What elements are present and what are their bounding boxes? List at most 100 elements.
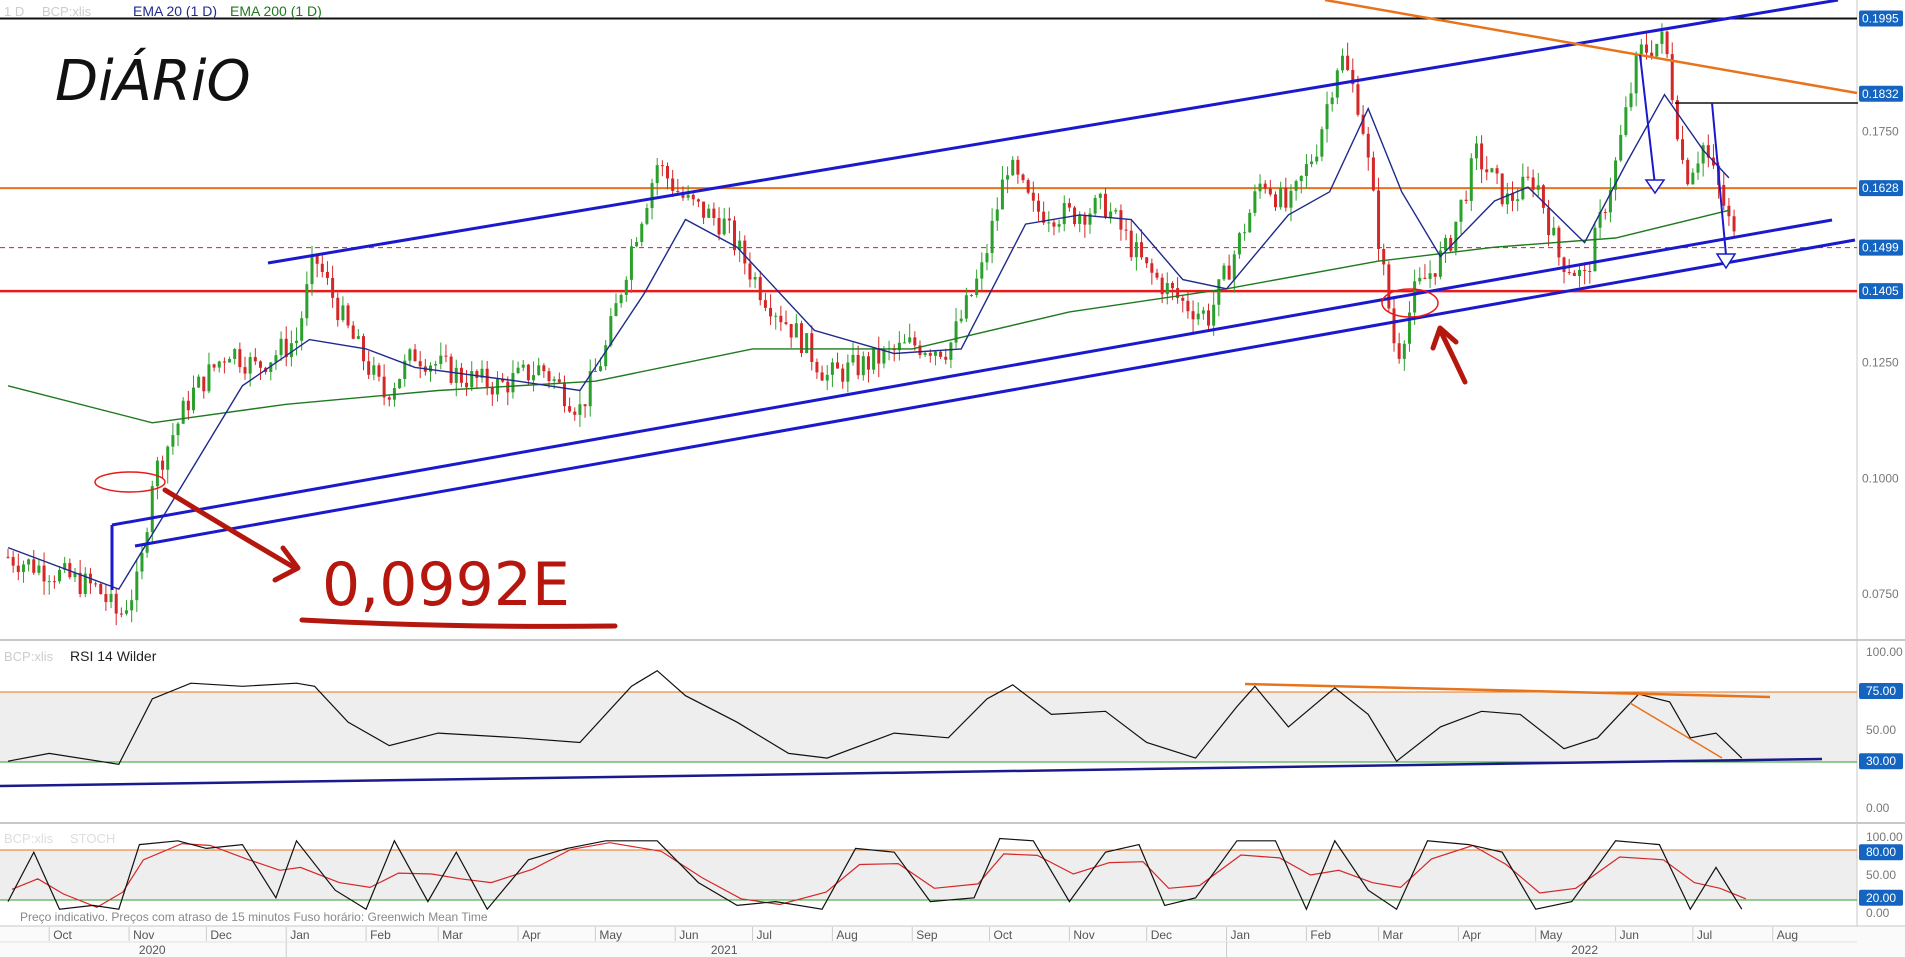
stoch-d-line (11, 842, 1747, 908)
candle-body (253, 357, 257, 362)
month-label: Oct (53, 928, 72, 942)
candle-body (1583, 269, 1587, 271)
candle-body (949, 342, 953, 360)
rsi-label[interactable]: RSI 14 Wilder (70, 648, 157, 664)
candle-body (1083, 215, 1087, 225)
candle-body (1722, 184, 1726, 206)
candle-body (1145, 257, 1149, 264)
symbol-label[interactable]: BCP:xlis (42, 4, 92, 19)
price-panel[interactable] (0, 0, 1857, 640)
candle-body (1109, 211, 1113, 218)
arrow-head-icon (1430, 325, 1459, 351)
month-label: Nov (133, 928, 154, 942)
candle-body (1274, 194, 1278, 208)
month-label: Sep (916, 928, 938, 942)
candle-body (722, 218, 726, 235)
candle-body (459, 367, 463, 383)
candle-body (516, 367, 520, 374)
candle-body (1624, 107, 1628, 135)
candle-body (1134, 242, 1138, 258)
rsi-short-trendline[interactable] (1629, 702, 1723, 759)
candle-body (248, 357, 252, 374)
candle-body (109, 593, 113, 602)
candle-body (635, 241, 639, 247)
rsi-resistance-trendline[interactable] (1244, 682, 1771, 699)
candle-body (1495, 168, 1499, 174)
channel-middle-line[interactable] (111, 218, 1833, 527)
candle-body (418, 361, 422, 367)
stoch-level-badge (1859, 844, 1903, 861)
candle-body (238, 349, 242, 368)
month-label: Feb (370, 928, 391, 942)
price-axis[interactable]: 0.1750 0.1250 0.1000 0.0750 0.1995 0.1832 0.16… (1859, 10, 1903, 601)
candle-body (1036, 200, 1040, 212)
candle-body (1593, 227, 1597, 272)
arrow-head-icon (1644, 179, 1666, 195)
candle-body (233, 349, 237, 359)
candle-body (377, 365, 381, 377)
rsi-support-trendline[interactable] (0, 757, 1823, 788)
candle-body (939, 351, 943, 357)
candle-body (609, 316, 613, 346)
channel-lower-line[interactable] (134, 238, 1856, 548)
arrow-head-icon (272, 545, 301, 583)
candle-body (1356, 84, 1360, 115)
candle-body (511, 373, 515, 393)
candle-body (1577, 269, 1581, 276)
ema200-legend[interactable]: EMA 200 (1 D) (230, 3, 322, 19)
candle-body (1603, 211, 1607, 213)
candle-body (779, 315, 783, 323)
candle-body (1474, 143, 1478, 159)
ema20-legend[interactable]: EMA 20 (1 D) (133, 3, 217, 19)
candle-body (1088, 213, 1092, 225)
candle-body (1516, 199, 1520, 201)
candle-body (758, 277, 762, 301)
rsi-axis[interactable]: 100.00 50.00 0.00 75.00 30.00 (1859, 645, 1903, 815)
candle-body (403, 360, 407, 379)
interval-label[interactable]: 1 D (4, 4, 24, 19)
candle-body (810, 333, 814, 363)
candle-body (970, 294, 974, 296)
candle-body (161, 460, 165, 470)
candle-body (94, 583, 98, 585)
candle-body (274, 355, 278, 363)
resistance-trendline[interactable] (1324, 0, 1858, 95)
candle-body (1696, 163, 1700, 173)
candle-body (1057, 224, 1061, 227)
candle-body (1093, 197, 1097, 214)
month-label: Mar (1383, 928, 1404, 942)
candle-body (815, 362, 819, 373)
candle-body (1294, 181, 1298, 191)
candle-body (1454, 221, 1458, 251)
rsi-level-label: 75.00 (1866, 684, 1896, 698)
candle-body (104, 594, 108, 602)
month-label: Jul (1697, 928, 1712, 942)
candle-body (1531, 177, 1535, 190)
candle-body (372, 365, 376, 375)
rsi-tick-label: 100.00 (1866, 645, 1903, 659)
candle-body (1006, 175, 1010, 180)
rsi-level-label: 30.00 (1866, 754, 1896, 768)
candle-body (583, 404, 587, 407)
candle-body (872, 348, 876, 370)
candle-body (660, 165, 664, 167)
rsi-level-badge (1859, 753, 1903, 770)
candle-body (830, 362, 834, 375)
price-tick-label: 0.0750 (1862, 587, 1899, 601)
candle-body (799, 323, 803, 353)
candle-body (732, 220, 736, 251)
candle-body (325, 272, 329, 278)
candle-body (295, 340, 299, 344)
candle-body (32, 559, 36, 573)
candle-body (696, 199, 700, 202)
candle-body (1222, 265, 1226, 280)
rsi-tick-label: 50.00 (1866, 723, 1896, 737)
stoch-axis[interactable]: 100.00 50.00 0.00 80.00 20.00 (1859, 830, 1903, 920)
month-label: Mar (442, 928, 463, 942)
candle-body (356, 336, 360, 339)
candle-body (1634, 54, 1638, 94)
candle-body (99, 583, 103, 595)
candle-body (573, 411, 577, 415)
candle-body (444, 355, 448, 357)
candle-body (1176, 288, 1180, 298)
